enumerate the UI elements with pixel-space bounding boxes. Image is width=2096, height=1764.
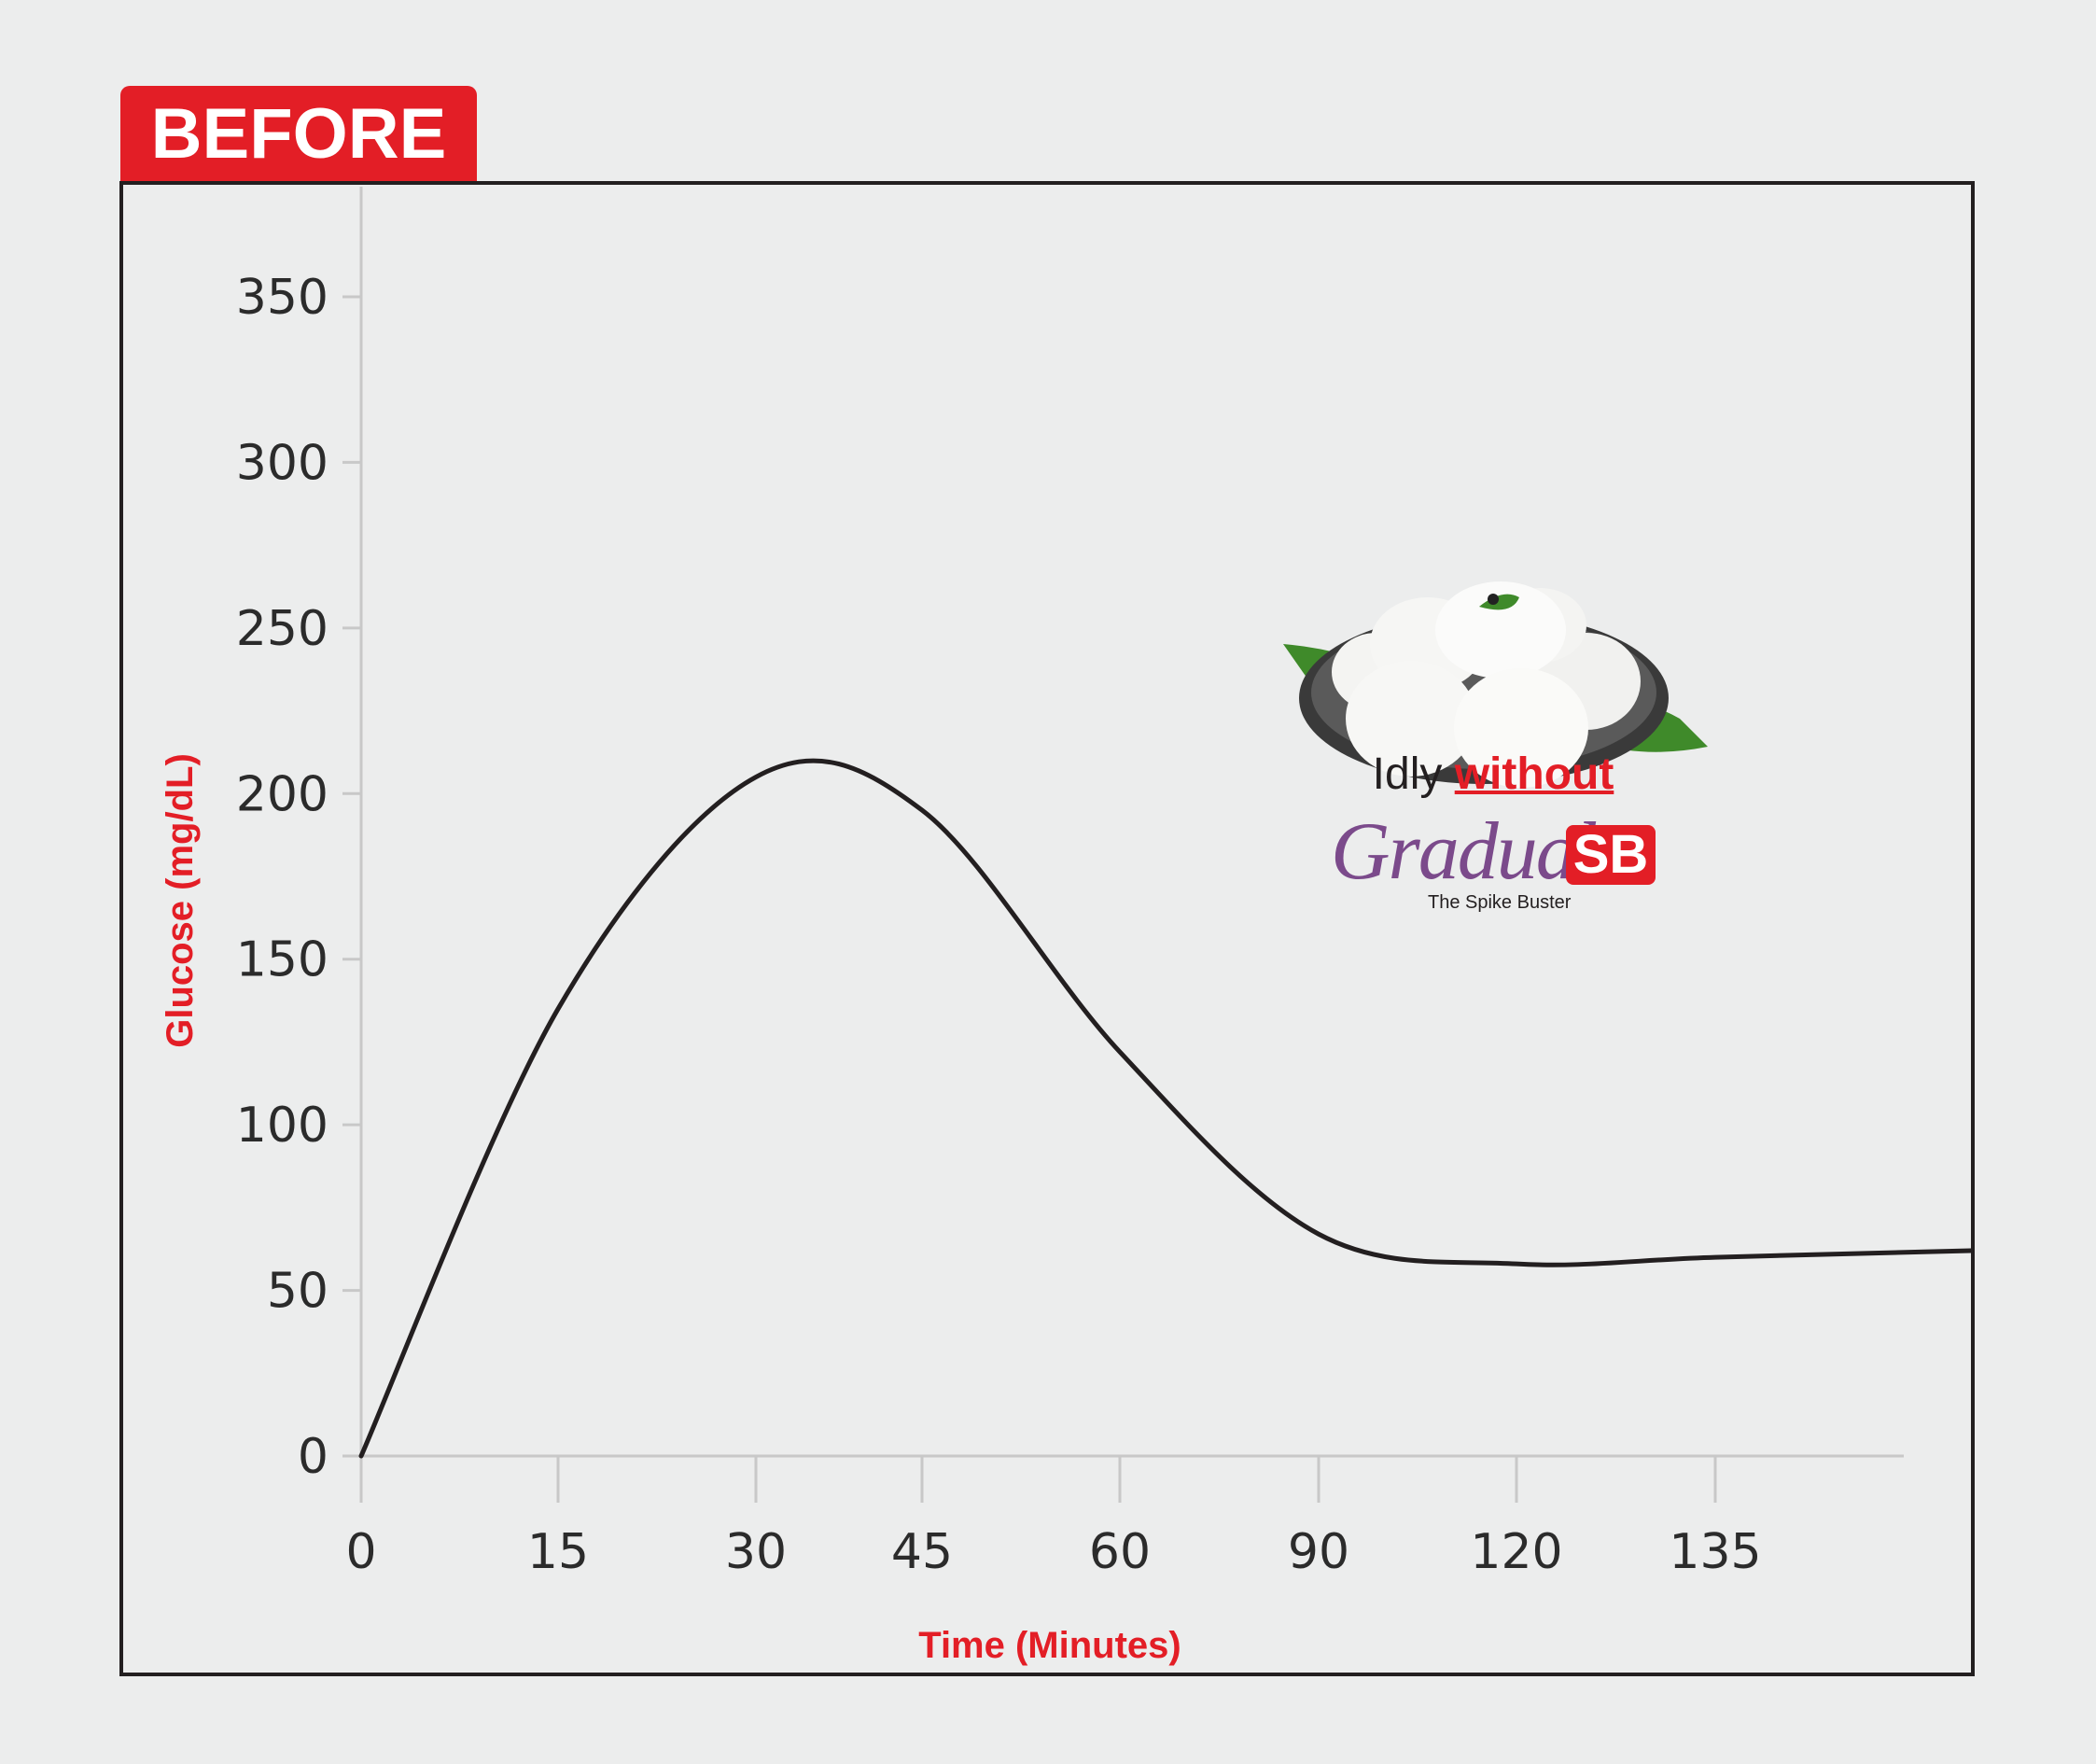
x-tick-label: 45 xyxy=(891,1524,953,1580)
x-tick-label: 0 xyxy=(345,1524,376,1580)
brand-badge: SB xyxy=(1566,825,1656,885)
x-axis-title: Time (Minutes) xyxy=(918,1625,1181,1666)
y-tick-label: 50 xyxy=(267,1264,328,1320)
x-tick-label: 120 xyxy=(1470,1524,1562,1580)
legend-caption-prefix: Idly xyxy=(1372,749,1443,799)
x-tick-label: 15 xyxy=(527,1524,589,1580)
brand-logo: Gradual SB The Spike Buster xyxy=(1327,806,1663,922)
glucose-series-line xyxy=(358,758,1974,1459)
chart-series xyxy=(358,758,1974,1459)
brand-tagline: The Spike Buster xyxy=(1428,892,1572,913)
x-tick-label: 60 xyxy=(1089,1524,1151,1580)
y-axis-ticks: 0 50 100 150 200 250 300 350 xyxy=(236,270,361,1485)
brand-name: Gradual xyxy=(1331,806,1598,897)
chart-frame xyxy=(119,181,1975,1676)
y-tick-label: 350 xyxy=(236,270,328,326)
y-tick-label: 300 xyxy=(236,435,328,491)
x-tick-label: 135 xyxy=(1669,1524,1761,1580)
x-tick-label: 90 xyxy=(1288,1524,1349,1580)
y-axis-title: Glucose (mg/dL) xyxy=(160,753,201,1048)
x-tick-label: 30 xyxy=(725,1524,787,1580)
legend-caption: Idly without xyxy=(1307,749,1680,800)
y-tick-label: 0 xyxy=(298,1429,328,1485)
y-tick-label: 100 xyxy=(236,1098,328,1154)
chart-axes xyxy=(359,187,1904,1475)
y-tick-label: 250 xyxy=(236,601,328,657)
idly-plate-icon xyxy=(1283,581,1708,788)
y-tick-label: 150 xyxy=(236,932,328,988)
legend-caption-emphasis: without xyxy=(1454,749,1614,799)
before-badge: BEFORE xyxy=(120,86,477,183)
x-axis-ticks: 0 15 30 45 60 90 120 135 xyxy=(345,1456,1762,1580)
y-tick-label: 200 xyxy=(236,766,328,822)
